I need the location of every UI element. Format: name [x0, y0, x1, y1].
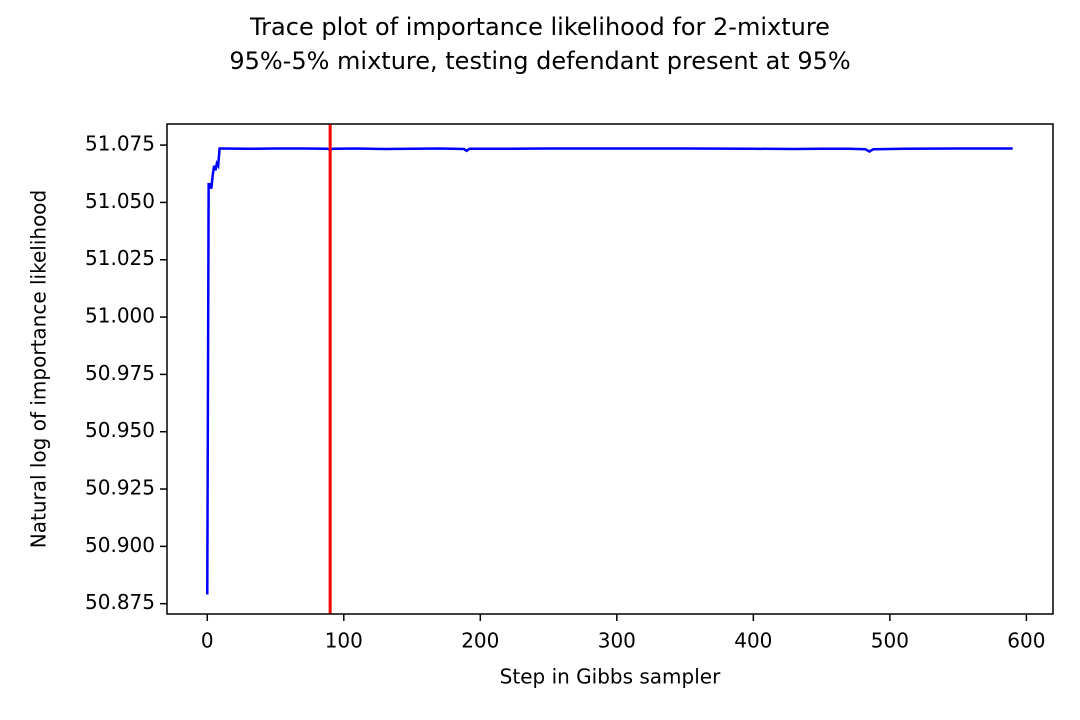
- x-tick-label: 0: [201, 629, 214, 653]
- y-tick-label: 51.025: [85, 246, 155, 270]
- x-tick-label: 400: [734, 629, 772, 653]
- x-tick-label: 300: [598, 629, 636, 653]
- x-tick-label: 200: [461, 629, 499, 653]
- x-tick-label: 600: [1007, 629, 1045, 653]
- y-tick-label: 50.975: [85, 361, 155, 385]
- y-axis-label: Natural log of importance likelihood: [27, 190, 51, 548]
- y-tick-label: 50.875: [85, 590, 155, 614]
- plot-frame: [166, 123, 1054, 615]
- chart-title: Trace plot of importance likelihood for …: [249, 13, 830, 41]
- y-tick-label: 50.900: [85, 533, 155, 557]
- y-tick-label: 51.050: [85, 189, 155, 213]
- x-axis-label: Step in Gibbs sampler: [500, 665, 721, 689]
- x-tick-label: 500: [871, 629, 909, 653]
- y-tick-label: 51.075: [85, 132, 155, 156]
- y-tick-label: 51.000: [85, 304, 155, 328]
- trace-line: [206, 147, 1013, 595]
- chart-title: 95%-5% mixture, testing defendant presen…: [229, 47, 850, 75]
- x-tick-label: 100: [325, 629, 363, 653]
- y-tick-label: 50.950: [85, 418, 155, 442]
- y-tick-label: 50.925: [85, 476, 155, 500]
